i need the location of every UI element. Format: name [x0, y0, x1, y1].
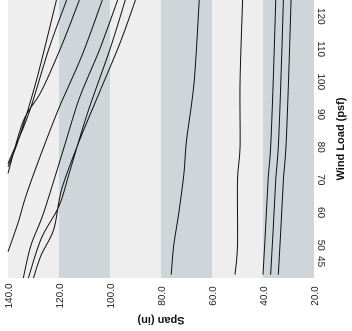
x-tick-labels: 140.0 120.0 100.0 80.0 60.0 40.0 20.0 [4, 283, 321, 308]
shaded-bands [59, 0, 314, 278]
y-tick-label: 110 [315, 41, 326, 57]
x-tick-label: 100.0 [106, 283, 117, 308]
series-line-10 [262, 0, 277, 275]
x-tick-label: 60.0 [208, 286, 219, 306]
series-line-3 [7, 0, 80, 174]
x-tick-label: 80.0 [157, 286, 168, 306]
series-line-8 [170, 0, 200, 275]
y-tick-label: 60 [315, 207, 326, 219]
series-line-5 [22, 0, 119, 279]
y-tick-label: 90 [315, 109, 326, 121]
y-axis-label: Wind Load (psf) [335, 97, 347, 180]
x-tick-label: 40.0 [259, 286, 270, 306]
series-line-2 [7, 0, 68, 164]
curves-group [7, 0, 292, 279]
y-tick-label: 80 [315, 142, 326, 154]
x-tick-label: 20.0 [310, 286, 321, 306]
x-axis-label: Span (in) [137, 314, 184, 326]
series-line-6 [27, 0, 126, 279]
y-tick-labels: 45 50 60 70 80 90 100 110 120 [315, 8, 326, 268]
series-line-9 [234, 0, 244, 275]
series-line-4 [7, 0, 103, 253]
series-line-7 [33, 0, 136, 279]
y-tick-label: 120 [315, 8, 326, 25]
y-tick-label: 100 [315, 73, 326, 90]
y-tick-label: 50 [315, 240, 326, 252]
series-line-12 [277, 0, 292, 275]
x-tick-label: 140.0 [4, 283, 15, 308]
x-tick-label: 120.0 [55, 283, 66, 308]
series-line-11 [270, 0, 284, 275]
y-tick-label: 70 [315, 174, 326, 186]
y-tick-label: 45 [315, 256, 326, 268]
shaded-band-1 [59, 0, 110, 278]
